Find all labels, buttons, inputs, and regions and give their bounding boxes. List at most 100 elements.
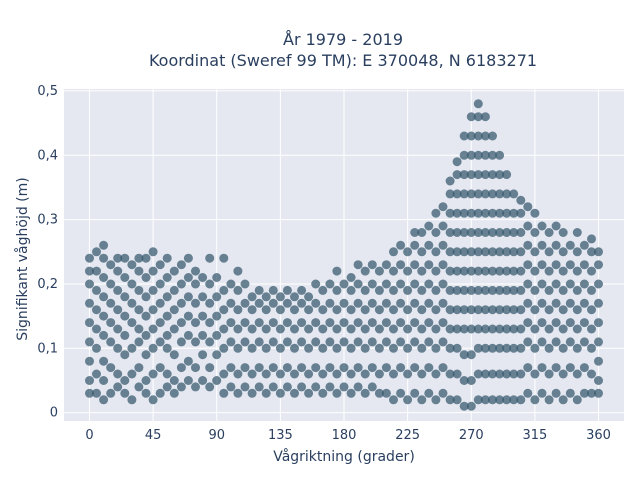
data-point bbox=[353, 279, 363, 289]
data-point bbox=[537, 363, 547, 373]
data-point bbox=[254, 337, 264, 347]
data-point bbox=[261, 324, 271, 334]
data-point bbox=[509, 208, 519, 218]
data-point bbox=[332, 324, 342, 334]
data-point bbox=[226, 337, 236, 347]
data-point bbox=[134, 285, 144, 295]
data-point bbox=[509, 189, 519, 199]
data-point bbox=[346, 305, 356, 315]
data-point bbox=[438, 298, 448, 308]
data-point bbox=[389, 305, 398, 315]
data-point bbox=[396, 337, 406, 347]
data-point bbox=[275, 343, 285, 353]
data-point bbox=[346, 273, 356, 282]
data-point bbox=[431, 266, 441, 276]
data-point bbox=[162, 253, 172, 263]
data-point bbox=[304, 369, 314, 379]
data-point bbox=[99, 240, 109, 250]
data-point bbox=[212, 376, 222, 385]
data-point bbox=[495, 170, 505, 180]
data-point bbox=[155, 260, 165, 270]
data-point bbox=[424, 298, 434, 308]
data-point bbox=[480, 343, 490, 353]
data-point bbox=[516, 266, 526, 276]
data-point bbox=[572, 324, 582, 334]
data-point bbox=[332, 388, 342, 398]
data-point bbox=[537, 337, 547, 347]
data-point bbox=[155, 388, 165, 398]
data-point bbox=[417, 247, 427, 257]
data-point bbox=[466, 247, 476, 257]
data-point bbox=[480, 305, 490, 315]
data-point bbox=[176, 382, 186, 392]
data-point bbox=[579, 388, 589, 398]
data-point bbox=[169, 324, 179, 334]
data-point bbox=[148, 305, 158, 315]
data-point bbox=[594, 318, 603, 328]
x-tick-label: 225 bbox=[395, 428, 420, 443]
data-point bbox=[290, 388, 299, 398]
data-point bbox=[452, 228, 462, 237]
data-point bbox=[459, 376, 469, 385]
data-point bbox=[403, 305, 413, 315]
data-point bbox=[523, 388, 533, 398]
data-point bbox=[275, 388, 285, 398]
data-point bbox=[565, 240, 575, 250]
data-point bbox=[594, 279, 603, 289]
data-point bbox=[233, 369, 243, 379]
data-point bbox=[367, 337, 377, 347]
data-point bbox=[325, 382, 335, 392]
data-point bbox=[495, 395, 505, 405]
data-point bbox=[261, 343, 271, 353]
data-point bbox=[445, 247, 455, 257]
data-point bbox=[431, 285, 441, 295]
data-point bbox=[233, 343, 243, 353]
data-point bbox=[176, 260, 186, 270]
data-point bbox=[516, 247, 526, 257]
data-point bbox=[431, 208, 441, 218]
data-point bbox=[417, 228, 427, 237]
data-point bbox=[304, 324, 314, 334]
data-point bbox=[254, 363, 264, 373]
data-point bbox=[558, 324, 568, 334]
data-point bbox=[367, 318, 377, 328]
data-point bbox=[410, 260, 420, 270]
data-point bbox=[558, 247, 568, 257]
data-point bbox=[240, 382, 250, 392]
data-point bbox=[290, 292, 299, 302]
data-point bbox=[445, 369, 455, 379]
data-point bbox=[212, 273, 222, 282]
data-point bbox=[155, 298, 165, 308]
data-point bbox=[360, 369, 370, 379]
data-point bbox=[162, 292, 172, 302]
data-point bbox=[466, 401, 476, 411]
data-point bbox=[261, 292, 271, 302]
data-point bbox=[480, 150, 490, 160]
data-point bbox=[318, 324, 328, 334]
data-point bbox=[495, 324, 505, 334]
data-point bbox=[488, 228, 497, 237]
data-point bbox=[424, 318, 434, 328]
data-point bbox=[509, 324, 519, 334]
data-point bbox=[198, 350, 208, 360]
data-point bbox=[480, 112, 490, 122]
data-point bbox=[290, 305, 299, 315]
data-point bbox=[346, 343, 356, 353]
data-point bbox=[261, 369, 271, 379]
data-point bbox=[445, 395, 455, 405]
data-point bbox=[480, 131, 490, 141]
data-point bbox=[120, 330, 130, 340]
data-point bbox=[473, 170, 483, 180]
data-point bbox=[304, 292, 314, 302]
data-point bbox=[169, 285, 179, 295]
data-point bbox=[488, 170, 497, 180]
data-point bbox=[311, 382, 321, 392]
data-point bbox=[134, 305, 144, 315]
data-point bbox=[240, 337, 250, 347]
data-point bbox=[473, 395, 483, 405]
data-point bbox=[353, 298, 363, 308]
data-point bbox=[431, 324, 441, 334]
data-point bbox=[127, 318, 137, 328]
data-point bbox=[502, 170, 512, 180]
data-point bbox=[572, 305, 582, 315]
